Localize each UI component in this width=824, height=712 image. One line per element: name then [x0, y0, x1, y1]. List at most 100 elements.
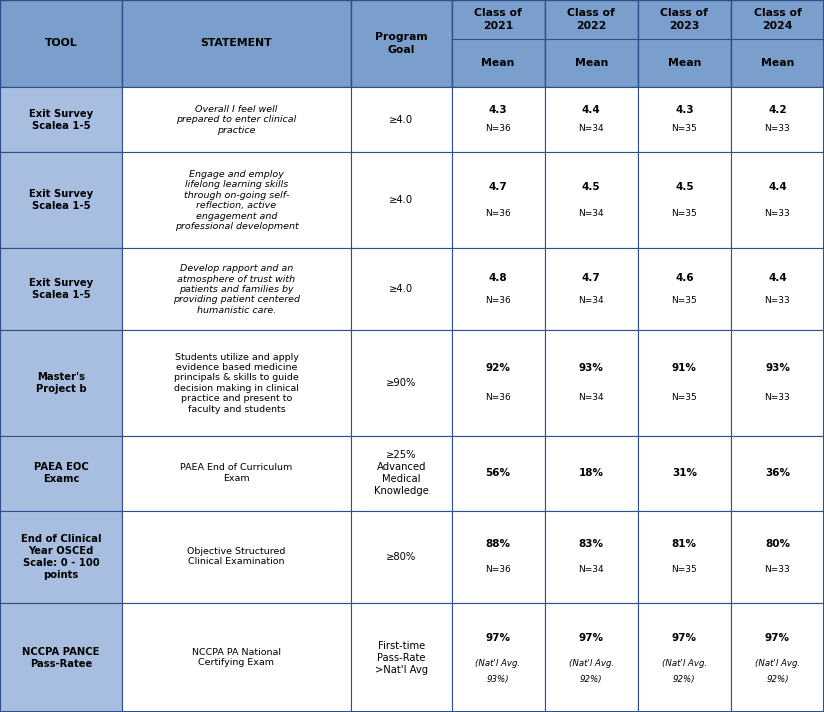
Text: Master's
Project b: Master's Project b — [35, 372, 87, 394]
Text: N=34: N=34 — [578, 565, 604, 575]
Text: 93%): 93%) — [487, 674, 509, 684]
Text: N=34: N=34 — [578, 209, 604, 219]
Text: N=35: N=35 — [672, 565, 697, 575]
Text: 97%: 97% — [578, 633, 604, 643]
Text: ≥4.0: ≥4.0 — [389, 115, 414, 125]
Bar — [0, 248, 122, 330]
Text: N=34: N=34 — [578, 393, 604, 402]
Text: 97%: 97% — [672, 633, 697, 643]
Text: Exit Survey
Scalea 1-5: Exit Survey Scalea 1-5 — [29, 189, 93, 211]
Text: End of Clinical
Year OSCEd
Scale: 0 - 100
points: End of Clinical Year OSCEd Scale: 0 - 10… — [21, 534, 101, 580]
Bar — [545, 603, 638, 712]
Text: 4.4: 4.4 — [768, 182, 787, 192]
Text: 4.3: 4.3 — [489, 105, 508, 115]
Bar — [351, 436, 452, 511]
Text: N=36: N=36 — [485, 296, 511, 305]
Text: N=35: N=35 — [672, 209, 697, 219]
Text: N=36: N=36 — [485, 393, 511, 402]
Bar — [638, 248, 731, 330]
Text: 91%: 91% — [672, 363, 697, 373]
Bar — [0, 87, 122, 152]
Text: Class of
2022: Class of 2022 — [567, 9, 616, 31]
Bar — [0, 511, 122, 603]
Bar — [452, 152, 545, 248]
Text: Develop rapport and an
atmosphere of trust with
patients and families by
providi: Develop rapport and an atmosphere of tru… — [173, 264, 300, 315]
Bar — [452, 511, 545, 603]
Text: ≥25%
Advanced
Medical
Knowledge: ≥25% Advanced Medical Knowledge — [374, 450, 428, 496]
Bar — [731, 603, 824, 712]
Bar — [545, 511, 638, 603]
Text: First-time
Pass-Rate
>Nat'l Avg: First-time Pass-Rate >Nat'l Avg — [375, 641, 428, 674]
Text: 88%: 88% — [485, 539, 511, 549]
Bar — [122, 0, 351, 87]
Text: Objective Structured
Clinical Examination: Objective Structured Clinical Examinatio… — [187, 547, 286, 567]
Text: ≥4.0: ≥4.0 — [389, 195, 414, 206]
Bar — [545, 436, 638, 511]
Text: 92%: 92% — [485, 363, 511, 373]
Text: Overall I feel well
prepared to enter clinical
practice: Overall I feel well prepared to enter cl… — [176, 105, 297, 135]
Bar — [351, 603, 452, 712]
Text: 18%: 18% — [578, 468, 604, 478]
Text: Engage and employ
lifelong learning skills
through on-going self-
reflection, ac: Engage and employ lifelong learning skil… — [175, 170, 298, 231]
Bar — [638, 330, 731, 436]
Text: N=36: N=36 — [485, 565, 511, 575]
Text: Exit Survey
Scalea 1-5: Exit Survey Scalea 1-5 — [29, 109, 93, 130]
Text: NCCPA PA National
Certifying Exam: NCCPA PA National Certifying Exam — [192, 648, 281, 667]
Bar — [0, 603, 122, 712]
Bar — [122, 330, 351, 436]
Bar — [638, 436, 731, 511]
Text: N=33: N=33 — [765, 296, 790, 305]
Text: 80%: 80% — [765, 539, 790, 549]
Text: Exit Survey
Scalea 1-5: Exit Survey Scalea 1-5 — [29, 278, 93, 300]
Bar — [351, 0, 452, 87]
Bar — [351, 152, 452, 248]
Bar — [452, 248, 545, 330]
Bar — [545, 87, 638, 152]
Bar — [0, 436, 122, 511]
Text: N=34: N=34 — [578, 125, 604, 133]
Text: 93%: 93% — [765, 363, 790, 373]
Bar — [452, 0, 545, 87]
Text: N=35: N=35 — [672, 393, 697, 402]
Text: (Nat'l Avg.: (Nat'l Avg. — [569, 659, 614, 668]
Text: 4.4: 4.4 — [768, 273, 787, 283]
Text: N=33: N=33 — [765, 125, 790, 133]
Bar — [545, 330, 638, 436]
Bar — [0, 330, 122, 436]
Bar — [731, 511, 824, 603]
Bar — [0, 152, 122, 248]
Text: N=35: N=35 — [672, 125, 697, 133]
Text: N=33: N=33 — [765, 393, 790, 402]
Text: (Nat'l Avg.: (Nat'l Avg. — [662, 659, 707, 668]
Text: ≥90%: ≥90% — [386, 378, 416, 388]
Text: N=33: N=33 — [765, 565, 790, 575]
Bar — [122, 248, 351, 330]
Text: Mean: Mean — [574, 58, 608, 68]
Text: 81%: 81% — [672, 539, 697, 549]
Bar — [122, 603, 351, 712]
Text: ≥4.0: ≥4.0 — [389, 284, 414, 295]
Text: 92%): 92%) — [766, 674, 789, 684]
Bar — [638, 511, 731, 603]
Bar — [731, 0, 824, 87]
Bar — [0, 0, 122, 87]
Text: 93%: 93% — [578, 363, 604, 373]
Text: (Nat'l Avg.: (Nat'l Avg. — [755, 659, 800, 668]
Bar — [545, 248, 638, 330]
Text: 4.2: 4.2 — [768, 105, 787, 115]
Bar — [638, 603, 731, 712]
Text: N=34: N=34 — [578, 296, 604, 305]
Text: PAEA End of Curriculum
Exam: PAEA End of Curriculum Exam — [180, 464, 293, 483]
Text: 92%): 92%) — [673, 674, 695, 684]
Text: N=36: N=36 — [485, 209, 511, 219]
Text: 4.3: 4.3 — [675, 105, 694, 115]
Bar — [545, 152, 638, 248]
Text: 97%: 97% — [485, 633, 511, 643]
Bar — [122, 436, 351, 511]
Text: 4.7: 4.7 — [582, 273, 601, 283]
Text: 83%: 83% — [578, 539, 604, 549]
Text: ≥80%: ≥80% — [386, 552, 416, 562]
Text: 36%: 36% — [765, 468, 790, 478]
Bar — [122, 87, 351, 152]
Text: Mean: Mean — [761, 58, 794, 68]
